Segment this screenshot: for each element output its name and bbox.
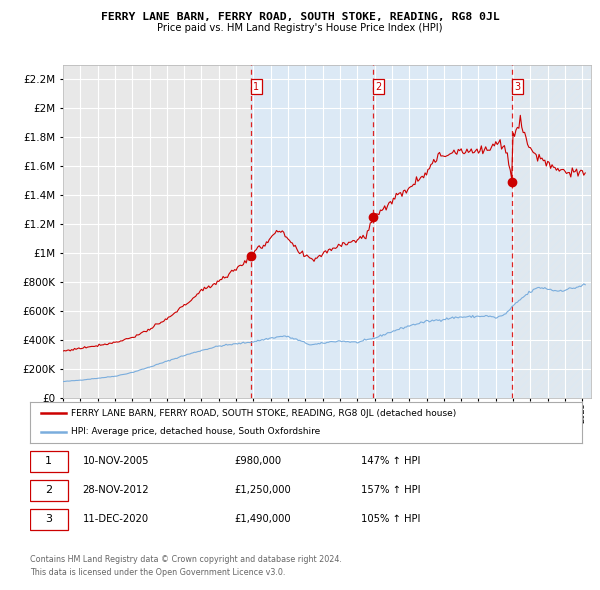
Text: 147% ↑ HPI: 147% ↑ HPI	[361, 456, 421, 466]
Text: 3: 3	[45, 514, 52, 525]
Text: 105% ↑ HPI: 105% ↑ HPI	[361, 514, 421, 525]
Text: £980,000: £980,000	[234, 456, 281, 466]
Text: £1,490,000: £1,490,000	[234, 514, 291, 525]
Bar	[512, 65, 591, 398]
FancyBboxPatch shape	[30, 480, 68, 501]
Text: 1: 1	[45, 456, 52, 466]
Text: £1,250,000: £1,250,000	[234, 486, 291, 495]
Text: 28-NOV-2012: 28-NOV-2012	[82, 486, 149, 495]
Text: FERRY LANE BARN, FERRY ROAD, SOUTH STOKE, READING, RG8 0JL (detached house): FERRY LANE BARN, FERRY ROAD, SOUTH STOKE…	[71, 409, 457, 418]
FancyBboxPatch shape	[30, 451, 68, 471]
Text: 2: 2	[375, 81, 382, 91]
Text: 10-NOV-2005: 10-NOV-2005	[82, 456, 149, 466]
Text: HPI: Average price, detached house, South Oxfordshire: HPI: Average price, detached house, Sout…	[71, 427, 320, 436]
Text: 157% ↑ HPI: 157% ↑ HPI	[361, 486, 421, 495]
FancyBboxPatch shape	[30, 509, 68, 530]
Text: This data is licensed under the Open Government Licence v3.0.: This data is licensed under the Open Gov…	[30, 568, 286, 576]
Text: 3: 3	[514, 81, 520, 91]
Text: Contains HM Land Registry data © Crown copyright and database right 2024.: Contains HM Land Registry data © Crown c…	[30, 555, 342, 563]
Text: 2: 2	[45, 486, 52, 495]
Text: FERRY LANE BARN, FERRY ROAD, SOUTH STOKE, READING, RG8 0JL: FERRY LANE BARN, FERRY ROAD, SOUTH STOKE…	[101, 12, 499, 22]
Text: Price paid vs. HM Land Registry's House Price Index (HPI): Price paid vs. HM Land Registry's House …	[157, 23, 443, 33]
Bar	[251, 65, 512, 398]
Text: 1: 1	[253, 81, 259, 91]
Text: 11-DEC-2020: 11-DEC-2020	[82, 514, 149, 525]
